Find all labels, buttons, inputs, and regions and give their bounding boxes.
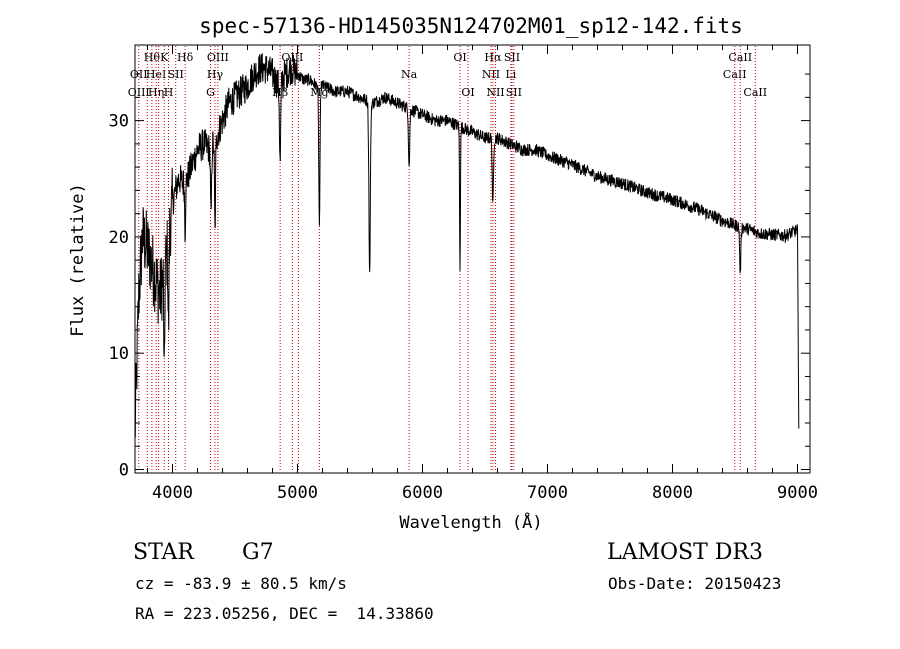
line-marker-label: CaII — [728, 51, 752, 64]
x-tick-label: 4000 — [152, 483, 193, 503]
object-class: STAR — [133, 540, 194, 565]
emission-line-markers: OIIOIIIHθHeIHηKHSIIHδGHγOIIIHβOIIIMgNaOI… — [128, 46, 767, 472]
line-marker-label: Hγ — [207, 68, 224, 81]
redshift-text: cz = -83.9 ± 80.5 km/s — [135, 574, 347, 593]
x-axis-label: Wavelength (Å) — [399, 511, 542, 533]
line-marker-label: Na — [401, 68, 418, 81]
line-marker-label: Hα — [484, 51, 502, 64]
plot-axes: 4000 5000 6000 7000 8000 9000 0 10 20 30 — [109, 44, 818, 503]
x-tick-label: 9000 — [777, 483, 818, 503]
spectrum-line — [134, 53, 800, 438]
line-marker-label: Hδ — [177, 51, 194, 64]
line-marker-label: HeI — [146, 68, 166, 81]
line-marker-label: SII — [506, 86, 522, 99]
chart-title: spec-57136-HD145035N124702M01_sp12-142.f… — [199, 14, 743, 38]
line-marker-label: SII — [504, 51, 520, 64]
line-marker-label: NII — [486, 86, 504, 99]
coordinates-text: RA = 223.05256, DEC = 14.33860 — [135, 604, 434, 623]
line-marker-label: CaII — [743, 86, 767, 99]
y-tick-label: 20 — [109, 228, 129, 248]
line-marker-label: OI — [461, 86, 474, 99]
x-tick-label: 8000 — [652, 483, 693, 503]
line-marker-label: SII — [168, 68, 184, 81]
line-marker-label: NII — [482, 68, 500, 81]
line-marker-label: Hη — [148, 86, 164, 99]
x-tick-label: 5000 — [277, 483, 318, 503]
plot-frame — [134, 44, 811, 474]
line-marker-label: G — [206, 86, 215, 99]
line-marker-label: Li — [505, 68, 516, 81]
x-tick-label: 6000 — [402, 483, 443, 503]
y-tick-label: 0 — [119, 461, 129, 481]
obs-date-text: Obs-Date: 20150423 — [608, 574, 782, 593]
survey-name: LAMOST DR3 — [607, 540, 763, 565]
y-axis-label: Flux (relative) — [68, 183, 88, 337]
line-marker-label: K — [160, 51, 169, 64]
line-marker-label: OIII — [128, 86, 150, 99]
y-tick-label: 30 — [109, 112, 129, 132]
line-marker-label: H — [164, 86, 174, 99]
object-subclass: G7 — [242, 540, 274, 565]
line-marker-label: CaII — [723, 68, 747, 81]
line-marker-label: Hθ — [144, 51, 161, 64]
line-marker-label: OI — [453, 51, 466, 64]
x-tick-label: 7000 — [527, 483, 568, 503]
y-tick-label: 10 — [109, 344, 129, 364]
line-marker-label: OIII — [207, 51, 229, 64]
